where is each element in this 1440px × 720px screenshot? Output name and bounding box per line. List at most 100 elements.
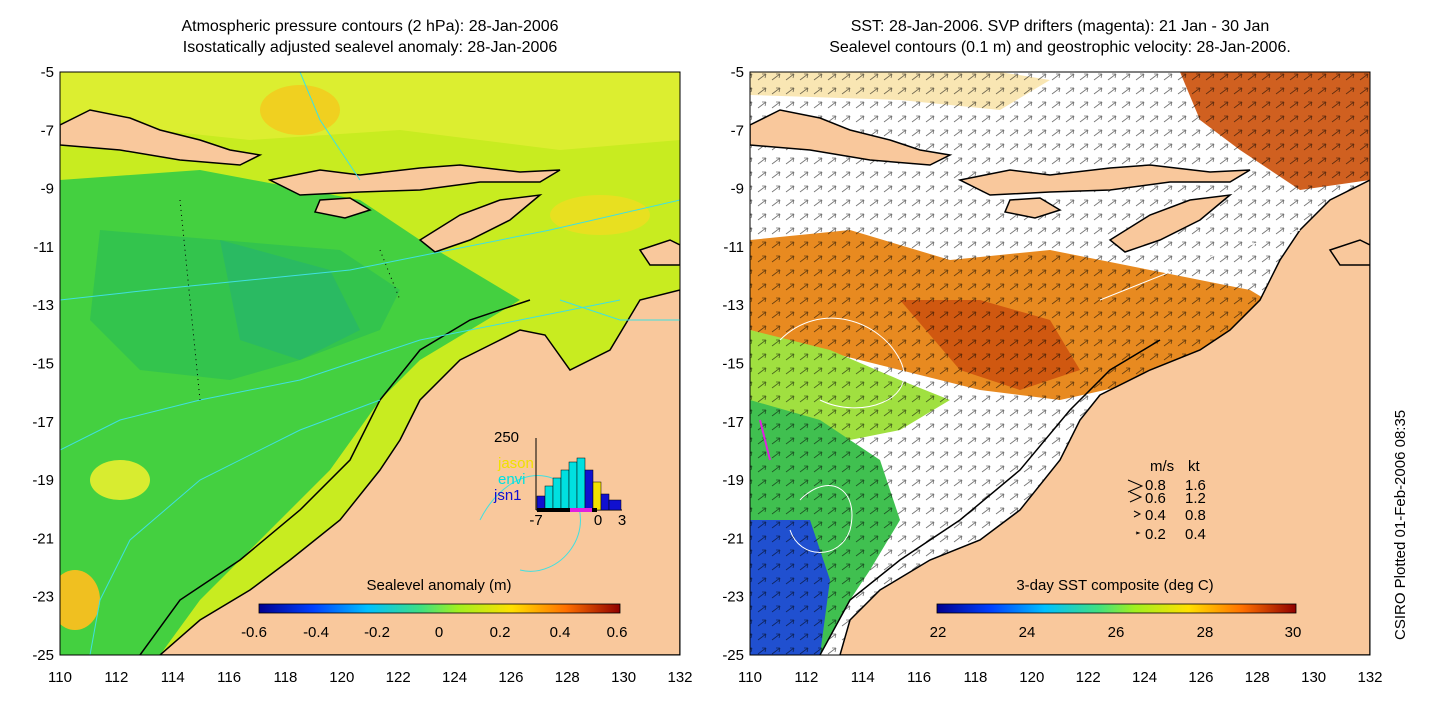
inset-histogram: 250 jason envi jsn1 -7 0 3 — [493, 429, 626, 529]
right-colorbar-tick: 28 — [1197, 624, 1214, 641]
left-colorbar-gradient — [258, 603, 621, 614]
island-nusa-tenggara — [267, 164, 561, 196]
hist-bar — [576, 457, 586, 511]
island-java — [60, 109, 263, 166]
left-colorbar-tick: -0.6 — [241, 624, 267, 641]
credit-text: CSIRO Plotted 01-Feb-2006 08:35 — [1392, 409, 1409, 640]
island-timor-right — [1108, 193, 1233, 253]
inset-x-tick: 3 — [618, 512, 626, 529]
x-tick-label: 112 — [794, 669, 818, 686]
island-tanimbar — [638, 239, 680, 266]
x-tick-label: 118 — [963, 669, 987, 686]
left-colorbar: Sealevel anomaly (m) -0.6 -0.4 -0.2 0 0.… — [241, 577, 627, 641]
y-tick-label: -17 — [32, 414, 54, 431]
anomaly-north-spot — [260, 85, 340, 135]
x-tick-label: 110 — [48, 669, 72, 686]
hist-bar — [560, 469, 570, 511]
y-tick-label: -5 — [41, 64, 54, 81]
y-tick-label: -7 — [41, 122, 54, 139]
x-tick-label: 122 — [1076, 669, 1101, 686]
x-tick-label: 130 — [1301, 669, 1326, 686]
y-tick-label: -19 — [32, 472, 54, 489]
x-tick-label: 120 — [329, 669, 354, 686]
anomaly-high-spot-2 — [60, 570, 100, 630]
right-colorbar-label: 3-day SST composite (deg C) — [1016, 577, 1213, 594]
y-tick-label: -13 — [32, 297, 54, 314]
x-tick-label: 112 — [104, 669, 128, 686]
y-tick-label: -7 — [731, 122, 744, 139]
speed-legend-kt: 1.6 — [1185, 477, 1206, 494]
left-frame — [59, 71, 681, 656]
hist-bar — [584, 469, 594, 511]
y-tick-label: -11 — [723, 239, 744, 256]
speed-arrow-icon — [1127, 479, 1144, 493]
hist-magenta-marks — [570, 508, 592, 512]
y-tick-label: -19 — [722, 472, 744, 489]
y-tick-label: -9 — [41, 181, 54, 198]
right-map — [750, 72, 1370, 655]
speed-legend-header-kt: kt — [1188, 458, 1201, 475]
anomaly-high-spot — [90, 460, 150, 500]
left-colorbar-tick: 0.4 — [550, 624, 571, 641]
hist-bar — [608, 499, 622, 511]
x-tick-label: 126 — [498, 669, 523, 686]
inset-y-top-label: 250 — [494, 429, 519, 446]
hist-bar — [536, 495, 546, 511]
x-tick-label: 130 — [611, 669, 636, 686]
y-tick-label: -11 — [33, 239, 54, 256]
shelf-contour-right — [819, 339, 1161, 655]
x-tick-label: 128 — [1245, 669, 1270, 686]
right-axes: -5 -7 -9 -11 -13 -15 -17 -19 -21 -23 -25 110 112 114 1… — [722, 64, 1382, 686]
shelf-contour — [139, 299, 531, 655]
right-colorbar-tick: 26 — [1108, 624, 1125, 641]
x-tick-label: 114 — [851, 669, 875, 686]
y-tick-label: -5 — [731, 64, 744, 81]
left-colorbar-tick: 0.6 — [607, 624, 628, 641]
x-tick-label: 114 — [161, 669, 185, 686]
left-colorbar-tick: -0.4 — [303, 624, 329, 641]
inset-legend-envi: envi — [498, 471, 526, 488]
hist-baseline-marks — [537, 508, 597, 512]
australia-land-right — [839, 179, 1370, 655]
x-tick-label: 120 — [1019, 669, 1044, 686]
x-tick-label: 132 — [1357, 669, 1382, 686]
speed-legend-kt: 1.2 — [1185, 490, 1206, 507]
svp-drifter-track — [759, 419, 771, 461]
x-tick-label: 122 — [386, 669, 411, 686]
y-tick-label: -23 — [32, 589, 54, 606]
inset-legend-jason: jason — [497, 455, 534, 472]
left-axes: -5 -7 -9 -11 -13 -15 -17 -19 -21 -23 -25 110 112 114 1… — [32, 64, 692, 686]
x-tick-label: 126 — [1188, 669, 1213, 686]
island-sumba-right — [1003, 197, 1062, 219]
island-tanimbar-right — [1328, 239, 1370, 266]
x-tick-label: 116 — [217, 669, 241, 686]
right-colorbar-tick: 30 — [1285, 624, 1302, 641]
y-tick-label: -15 — [32, 356, 54, 373]
hist-bar — [568, 461, 578, 511]
y-tick-label: -13 — [722, 297, 744, 314]
x-tick-label: 128 — [555, 669, 580, 686]
left-map — [60, 72, 680, 655]
island-sumba — [313, 197, 372, 219]
speed-legend-header-ms: m/s — [1150, 458, 1174, 475]
australia-land — [158, 289, 680, 655]
anomaly-east-spot — [550, 195, 650, 235]
speed-legend-kt: 0.4 — [1185, 526, 1206, 543]
island-nusa-tenggara-right — [957, 164, 1251, 196]
speed-arrow-icon — [1129, 491, 1143, 503]
hist-bar — [544, 485, 554, 511]
speed-legend: m/s kt 0.8 1.6 0.6 1.2 0.4 0.8 0.2 0.4 — [1127, 458, 1206, 543]
inset-legend-jsn1: jsn1 — [493, 487, 522, 504]
right-frame — [749, 71, 1371, 656]
right-colorbar-tick: 24 — [1019, 624, 1036, 641]
left-title-line1: Atmospheric pressure contours (2 hPa): 2… — [181, 18, 559, 35]
speed-legend-ms: 0.2 — [1145, 526, 1166, 543]
y-tick-label: -25 — [722, 647, 744, 664]
inset-x-tick: -7 — [529, 512, 542, 529]
anomaly-core-2 — [220, 240, 360, 360]
left-colorbar-label: Sealevel anomaly (m) — [366, 577, 511, 594]
left-colorbar-tick: -0.2 — [364, 624, 390, 641]
left-colorbar-tick: 0.2 — [490, 624, 511, 641]
x-tick-label: 124 — [1132, 669, 1157, 686]
